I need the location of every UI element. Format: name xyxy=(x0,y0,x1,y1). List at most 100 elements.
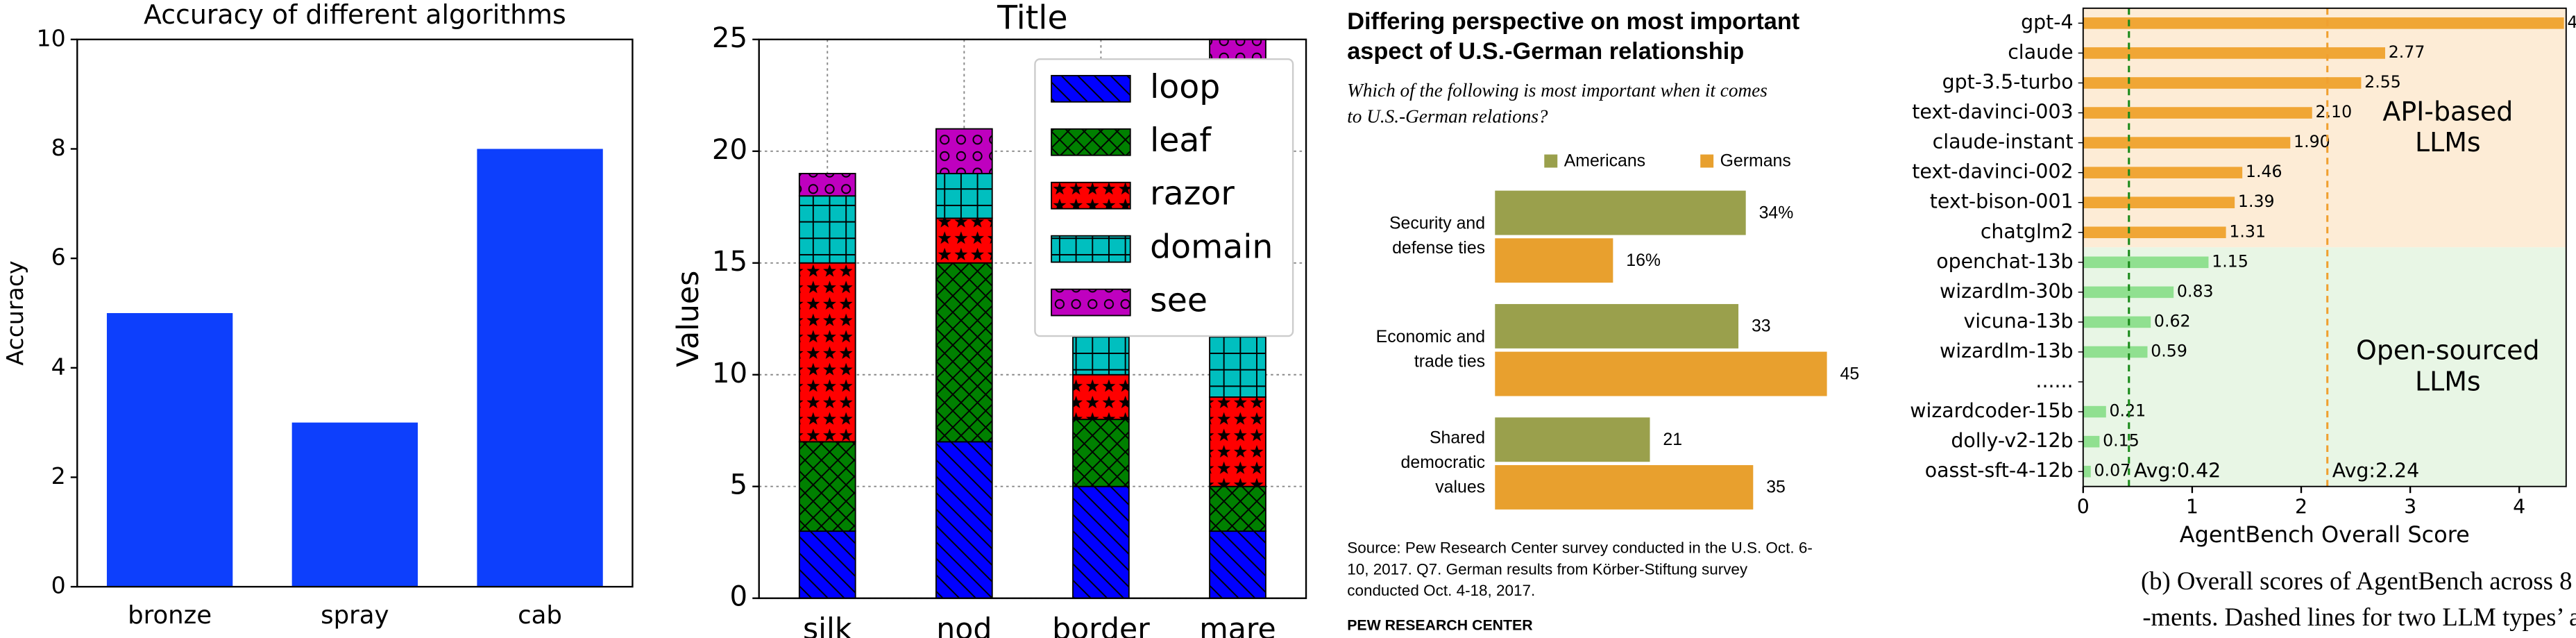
x-axis-label: AgentBench Overall Score xyxy=(2180,521,2470,548)
category-label: trade ties xyxy=(1414,353,1485,371)
value-label: 21 xyxy=(1663,430,1682,449)
y-tick-label: claude-instant xyxy=(1933,131,2074,153)
y-tick-label: wizardcoder-15b xyxy=(1910,399,2073,422)
value-label: 0.83 xyxy=(2177,281,2214,301)
y-axis-label: Values xyxy=(671,271,706,367)
source-note: Source: Pew Research Center survey condu… xyxy=(1347,539,1813,557)
x-tick-label: 0 xyxy=(2077,496,2090,519)
y-tick-label: text-bison-001 xyxy=(1930,190,2074,213)
x-tick-label: 1 xyxy=(2186,496,2198,519)
bar xyxy=(1495,238,1613,283)
x-tick-label: 3 xyxy=(2404,496,2416,519)
chart-title: aspect of U.S.-German relationship xyxy=(1347,38,1744,65)
y-tick-label: 10 xyxy=(37,24,66,51)
category-label: values xyxy=(1435,478,1485,497)
bar xyxy=(2083,226,2226,239)
value-label: 0.07 xyxy=(2094,461,2131,480)
x-tick-label: mare xyxy=(1199,612,1276,638)
value-label: 1.15 xyxy=(2212,251,2248,271)
y-tick-label: 5 xyxy=(730,469,748,501)
bar-segment xyxy=(935,441,993,599)
bar xyxy=(2083,107,2312,119)
x-tick-label: border xyxy=(1052,612,1150,638)
category-label: Economic and xyxy=(1376,328,1485,346)
region-label: LLMs xyxy=(2415,127,2481,158)
y-tick-label: 8 xyxy=(51,134,66,161)
y-tick-label: text-davinci-003 xyxy=(1912,101,2073,124)
bar-segment xyxy=(1072,373,1130,421)
category-label: defense ties xyxy=(1392,239,1485,258)
region-bg xyxy=(2083,8,2566,248)
y-tick-label: oasst-sft-4-12b xyxy=(1925,459,2074,482)
value-label: 0.15 xyxy=(2103,431,2139,451)
y-tick-label: 0 xyxy=(730,581,748,613)
y-tick-label: 15 xyxy=(712,246,747,278)
caption: -ments. Dashed lines for two LLM types’ … xyxy=(2142,603,2576,631)
bar xyxy=(106,312,233,587)
bar xyxy=(2083,196,2235,208)
value-label: 0.21 xyxy=(2110,401,2146,421)
bar xyxy=(2083,137,2291,149)
bar-segment xyxy=(935,217,993,264)
bar-segment xyxy=(1072,485,1130,599)
bar-segment xyxy=(935,262,993,443)
y-tick-label: 0 xyxy=(51,572,66,599)
value-label: 33 xyxy=(1752,317,1771,336)
bar-segment xyxy=(798,173,856,197)
region-label: Open-sourced xyxy=(2356,335,2540,366)
source-note: conducted Oct. 4-18, 2017. xyxy=(1347,582,1535,599)
value-label: 35 xyxy=(1766,478,1786,497)
avg-label: Avg:2.24 xyxy=(2332,459,2419,482)
y-tick-label: 25 xyxy=(712,22,747,54)
y-tick-label: text-davinci-002 xyxy=(1912,160,2073,183)
legend-label: Americans xyxy=(1564,152,1645,171)
y-tick-label: ...... xyxy=(2035,369,2073,392)
value-label: 45 xyxy=(1840,364,1860,383)
value-label: 0.62 xyxy=(2154,311,2191,330)
legend-label: loop xyxy=(1150,68,1220,106)
y-tick-label: 6 xyxy=(51,244,66,271)
bar xyxy=(2083,167,2243,178)
value-label: 16% xyxy=(1626,251,1661,270)
bar-segment xyxy=(1072,419,1130,487)
y-tick-label: wizardlm-13b xyxy=(1940,339,2074,362)
chart-title: Title xyxy=(997,0,1067,37)
category-label: Shared xyxy=(1430,429,1485,448)
caption: (b) Overall scores of AgentBench across … xyxy=(2141,566,2576,595)
value-label: 1.90 xyxy=(2294,132,2330,151)
axes-frame xyxy=(76,38,634,588)
legend-label: see xyxy=(1150,282,1208,320)
bar xyxy=(2083,17,2564,29)
value-label: 2.55 xyxy=(2364,72,2401,92)
bar xyxy=(1495,303,1739,349)
bar xyxy=(2083,435,2100,448)
region-label: LLMs xyxy=(2415,367,2481,397)
bar xyxy=(2083,316,2151,328)
value-label: 2.10 xyxy=(2315,102,2352,121)
y-tick-label: 2 xyxy=(51,462,66,489)
bar-segment xyxy=(1209,396,1266,487)
y-tick-label: openchat-13b xyxy=(1936,250,2073,273)
y-tick-label: 20 xyxy=(712,134,747,166)
value-label: 4.41 xyxy=(2567,12,2576,32)
bar xyxy=(2083,47,2385,59)
chart-title: Differing perspective on most important xyxy=(1347,8,1799,35)
value-label: 0.59 xyxy=(2151,341,2187,360)
y-tick-label: vicuna-13b xyxy=(1964,310,2074,333)
bar-segment xyxy=(798,441,856,532)
bar-segment xyxy=(798,195,856,264)
y-tick-label: claude xyxy=(2008,40,2073,63)
axes-frame xyxy=(758,38,1307,599)
legend-swatch xyxy=(1700,154,1714,168)
y-tick-label: 4 xyxy=(51,353,66,380)
legend-label: razor xyxy=(1150,175,1235,213)
bar-segment xyxy=(1209,485,1266,532)
bar-segment xyxy=(798,262,856,443)
bar xyxy=(1495,417,1650,462)
footer: PEW RESEARCH CENTER xyxy=(1347,617,1532,634)
x-tick-label: 4 xyxy=(2513,496,2525,519)
x-tick-label: cab xyxy=(518,601,562,630)
bar xyxy=(1495,190,1746,235)
